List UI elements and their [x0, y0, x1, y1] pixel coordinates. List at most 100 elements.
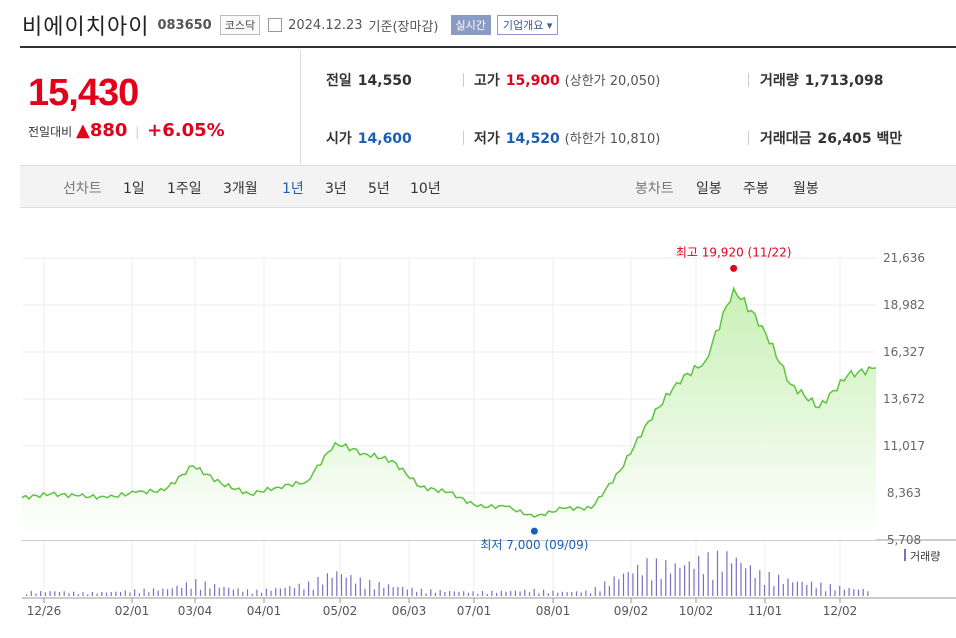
- x-tick-label: 02/01: [115, 604, 150, 618]
- volume-bar: [270, 590, 272, 596]
- volume-bar: [514, 590, 516, 596]
- volume-bar: [162, 588, 164, 596]
- volume-bar: [416, 591, 418, 596]
- volume-bar: [561, 591, 563, 596]
- volume-value: 1,713,098: [804, 73, 884, 89]
- volume-bar: [538, 593, 540, 596]
- volume-bar: [279, 588, 281, 596]
- volume-bar: [731, 563, 733, 596]
- tab-10year[interactable]: 10년: [410, 181, 441, 197]
- tab-3year[interactable]: 3년: [325, 181, 347, 197]
- volume-bar: [543, 589, 545, 596]
- volume-bar: [199, 589, 202, 596]
- candle-chart-label: 봉차트: [635, 181, 674, 197]
- volume-bar: [350, 575, 352, 596]
- volume-bar: [44, 592, 46, 596]
- tab-monthly[interactable]: 월봉: [793, 181, 819, 197]
- volume-bar: [552, 590, 554, 596]
- tab-1day[interactable]: 1일: [123, 181, 145, 197]
- volume-bar: [646, 558, 648, 596]
- volume-bar: [308, 581, 310, 596]
- tab-3month[interactable]: 3개월: [223, 181, 258, 197]
- cell-divider: [748, 131, 749, 145]
- high-annotation: 최고 19,920 (11/22): [676, 245, 792, 259]
- volume-bar: [284, 587, 286, 596]
- volume-bar: [453, 591, 455, 596]
- volume-bar: [35, 593, 37, 596]
- volume-bar: [209, 588, 211, 596]
- volume-bar: [655, 558, 657, 596]
- volume-bar: [223, 587, 225, 596]
- volume-bar: [40, 591, 42, 596]
- volume-bar: [312, 589, 314, 596]
- volume-bar: [674, 563, 676, 596]
- volume-bar: [547, 593, 549, 596]
- volume-bar: [590, 593, 592, 596]
- company-info-dropdown[interactable]: 기업개요 ▾: [496, 15, 559, 35]
- volume-bar: [434, 592, 437, 596]
- volume-bar: [862, 588, 864, 596]
- volume-bar: [721, 571, 723, 596]
- volume-bar: [843, 589, 845, 596]
- volume-bar: [87, 594, 89, 596]
- volume-bar: [49, 591, 51, 596]
- volume-legend-swatch: [904, 549, 906, 561]
- volume-bar: [707, 552, 709, 596]
- tab-5year[interactable]: 5년: [368, 181, 390, 197]
- tab-1year[interactable]: 1년: [282, 181, 304, 197]
- volume-bar: [566, 592, 568, 596]
- volume-bar: [265, 588, 267, 596]
- quote-basis: 기준(장마감): [368, 19, 439, 35]
- volume-bar: [359, 577, 361, 596]
- volume-bar: [679, 567, 681, 596]
- company-name: 비에이치아이: [22, 15, 150, 40]
- volume-bar: [204, 581, 206, 596]
- volume-bar: [82, 592, 84, 596]
- volume-bar: [651, 580, 653, 596]
- x-tick-label: 08/01: [536, 604, 571, 618]
- calendar-icon: [268, 18, 283, 32]
- high-label: 고가: [474, 73, 500, 89]
- tab-1week[interactable]: 1주일: [167, 181, 202, 197]
- volume-bar: [491, 590, 493, 596]
- volume-bar: [392, 587, 394, 596]
- volume-bar: [585, 590, 587, 596]
- low-label: 저가: [474, 131, 500, 147]
- volume-bar: [481, 591, 484, 596]
- open-label: 시가: [326, 131, 352, 147]
- price-change: 전일대비 ▲880 | +6.05%: [28, 120, 225, 141]
- volume-bar: [759, 570, 761, 596]
- volume-bar: [608, 586, 610, 596]
- tab-daily[interactable]: 일봉: [696, 181, 722, 197]
- cell-divider: [748, 73, 749, 87]
- volume-bar: [261, 592, 263, 596]
- stock-header: 비에이치아이 083650 코스닥 2024.12.23 기준(장마감) 실시간…: [22, 8, 559, 42]
- volume-bar: [571, 592, 573, 596]
- volume-bar: [796, 581, 798, 596]
- volume-bar: [185, 582, 187, 596]
- volume-bar: [444, 592, 446, 596]
- volume-bar: [834, 590, 836, 596]
- volume-bar: [181, 588, 183, 596]
- volume-bar: [519, 591, 521, 596]
- realtime-button[interactable]: 실시간: [450, 15, 491, 35]
- volume-bar: [402, 587, 404, 596]
- tab-weekly[interactable]: 주봉: [743, 181, 769, 197]
- volume-bar: [486, 593, 488, 596]
- y-tick-label: 8,363: [887, 486, 921, 500]
- prev-close-label: 전일: [326, 73, 352, 89]
- current-price-panel: 15,430 전일대비 ▲880 | +6.05%: [20, 50, 301, 166]
- price-summary: 15,430 전일대비 ▲880 | +6.05% 전일 14,550 고가 15,…: [20, 50, 956, 166]
- x-tick-label: 05/02: [323, 604, 358, 618]
- volume-bar: [124, 590, 126, 596]
- chart-tabs: 선차트 1일 1주일 3개월 1년 3년 5년 10년 봉차트 일봉 주봉 월봉: [20, 166, 956, 208]
- y-tick-label: 18,982: [883, 298, 925, 312]
- volume-bar: [340, 574, 343, 596]
- volume-bar: [73, 591, 75, 596]
- volume-bar: [698, 555, 700, 596]
- volume-bar: [411, 587, 413, 596]
- volume-bar: [232, 589, 234, 596]
- volume-bar: [778, 574, 780, 596]
- lower-limit: (하한가 10,810): [564, 132, 661, 147]
- volume-bar: [735, 557, 737, 596]
